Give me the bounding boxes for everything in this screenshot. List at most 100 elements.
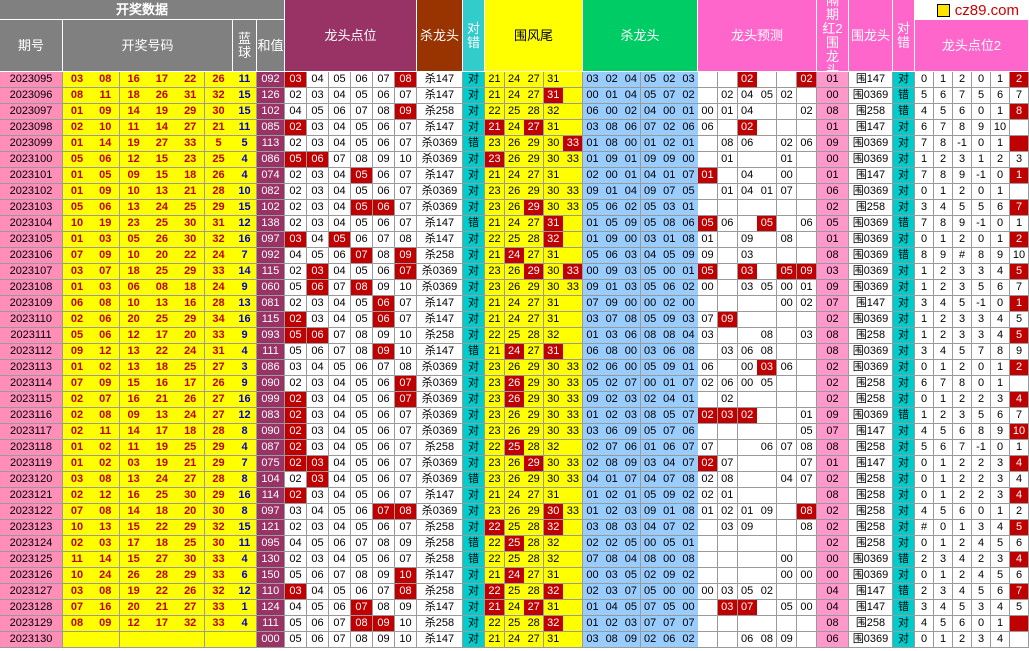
dc1-cell: 对 [463,88,485,104]
gap-cell: 09 [817,280,849,296]
pos1-cell: 04 [329,296,351,312]
sum-cell: 113 [257,136,285,152]
pos1-cell: 05 [351,392,373,408]
gap-cell: 02 [817,376,849,392]
wei-cell: 31 [543,312,564,328]
draw-number-cell: 25 [147,264,177,280]
predict-cell: 06 [737,632,758,648]
pos1-cell: 07 [395,552,417,568]
pos1-cell: 08 [395,584,417,600]
pos2-cell: 7 [915,168,934,184]
pos1-cell: 08 [395,232,417,248]
table-row: 2023122 07 08 14 18 20 30 8 097 03 04 05 06 07 08 杀0369… [0,504,1029,520]
predict-cell [777,504,798,520]
predict-cell [737,568,758,584]
wei-cell: 30 [543,136,564,152]
dc2-cell: 对 [893,456,915,472]
predict-cell: 02 [797,296,817,312]
dc2-cell: 错 [893,88,915,104]
dc1-cell: 错 [463,536,485,552]
kill2-cell: 06 [621,328,642,344]
sum-cell: 104 [257,472,285,488]
pos1-cell: 07 [351,248,373,264]
draw-number-cell: 33 [204,328,234,344]
predict-cell: 06 [797,136,817,152]
pos1-cell: 05 [329,360,351,376]
predict-cell: 01 [698,232,718,248]
draw-number-cell: 08 [91,296,121,312]
table-row: 2023120 03 08 13 24 27 28 8 104 02 03 04 05 06 07 杀0369… [0,472,1029,488]
kill2-cell: 05 [679,184,699,200]
pos2-cell: 1 [915,408,934,424]
pos2-cell [1010,616,1029,632]
wei-cell: 27 [524,312,545,328]
wei-cell: 26 [504,200,525,216]
dc2-cell: 对 [893,328,915,344]
wei-cell: 24 [504,248,525,264]
kill2-cell: 06 [659,440,680,456]
sum-cell: 090 [257,424,285,440]
kill2-cell: 09 [602,152,623,168]
pos2-cell: 4 [915,616,934,632]
kill2-cell: 02 [679,520,699,536]
predict-cell: 00 [737,376,758,392]
predict-cell [737,552,758,568]
wei2-cell: 围258 [849,472,893,488]
pos2-cell: 5 [953,344,972,360]
predict-cell: 08 [717,472,738,488]
pos2-cell: 2 [1010,232,1029,248]
period-cell: 2023110 [0,312,63,328]
kill2-cell: 09 [659,488,680,504]
table-row: 2023111 05 06 12 17 20 33 9 093 05 06 07 08 09 10 杀258 对… [0,328,1029,344]
pos2-cell: 2 [1010,72,1029,88]
gap-cell: 02 [817,504,849,520]
draw-number-cell: 20 [119,312,149,328]
draw-number-cell: 02 [63,536,92,552]
kill1-cell: 杀0369 [417,200,463,216]
wei-cell: 28 [524,552,545,568]
predict-cell [777,616,798,632]
predict-cell: 08 [797,504,817,520]
gap-cell: 02 [817,536,849,552]
draw-number-cell: 27 [204,360,234,376]
kill2-cell: 03 [640,344,661,360]
pos2-cell: 0 [915,632,934,648]
kill2-cell: 01 [679,392,699,408]
draw-number-cell: 01 [63,168,92,184]
period-cell: 2023105 [0,232,63,248]
wei-cell: 27 [524,88,545,104]
predict-cell: 08 [757,344,778,360]
period-cell: 2023121 [0,488,63,504]
draw-number-cell: 06 [63,296,92,312]
period-cell: 2023129 [0,616,63,632]
wei-cell: 21 [485,216,505,232]
header-blue: 蓝球 [233,20,257,72]
pos2-cell: 4 [934,200,953,216]
dc2-cell: 对 [893,136,915,152]
kill2-cell: 01 [679,536,699,552]
draw-number-cell: 20 [119,600,149,616]
predict-cell [737,296,758,312]
wei-cell: 31 [543,344,564,360]
kill2-cell: 09 [679,248,699,264]
kill2-cell: 08 [679,552,699,568]
pos2-cell: 1 [991,136,1010,152]
pos2-cell: 1 [915,328,934,344]
kill2-cell: 06 [602,424,623,440]
pos2-cell: 2 [934,408,953,424]
dc1-cell: 对 [463,152,485,168]
dc2-cell: 对 [893,232,915,248]
pos2-cell: 5 [934,504,953,520]
pos2-cell: 3 [991,472,1010,488]
kill2-cell: 02 [640,392,661,408]
kill1-cell: 杀258 [417,440,463,456]
draw-number-cell: 24 [91,568,121,584]
wei-cell: 27 [524,568,545,584]
blue-ball-cell: 12 [233,408,257,424]
pos1-cell: 02 [285,200,307,216]
kill2-cell: 04 [583,472,603,488]
wei-cell: 33 [563,408,584,424]
wei-cell: 23 [485,152,505,168]
pos1-cell: 05 [285,328,307,344]
kill1-cell: 杀258 [417,536,463,552]
